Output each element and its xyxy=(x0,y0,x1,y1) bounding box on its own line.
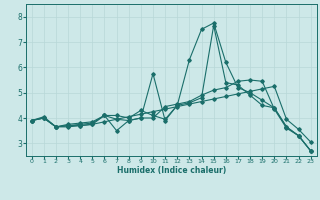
X-axis label: Humidex (Indice chaleur): Humidex (Indice chaleur) xyxy=(116,166,226,175)
